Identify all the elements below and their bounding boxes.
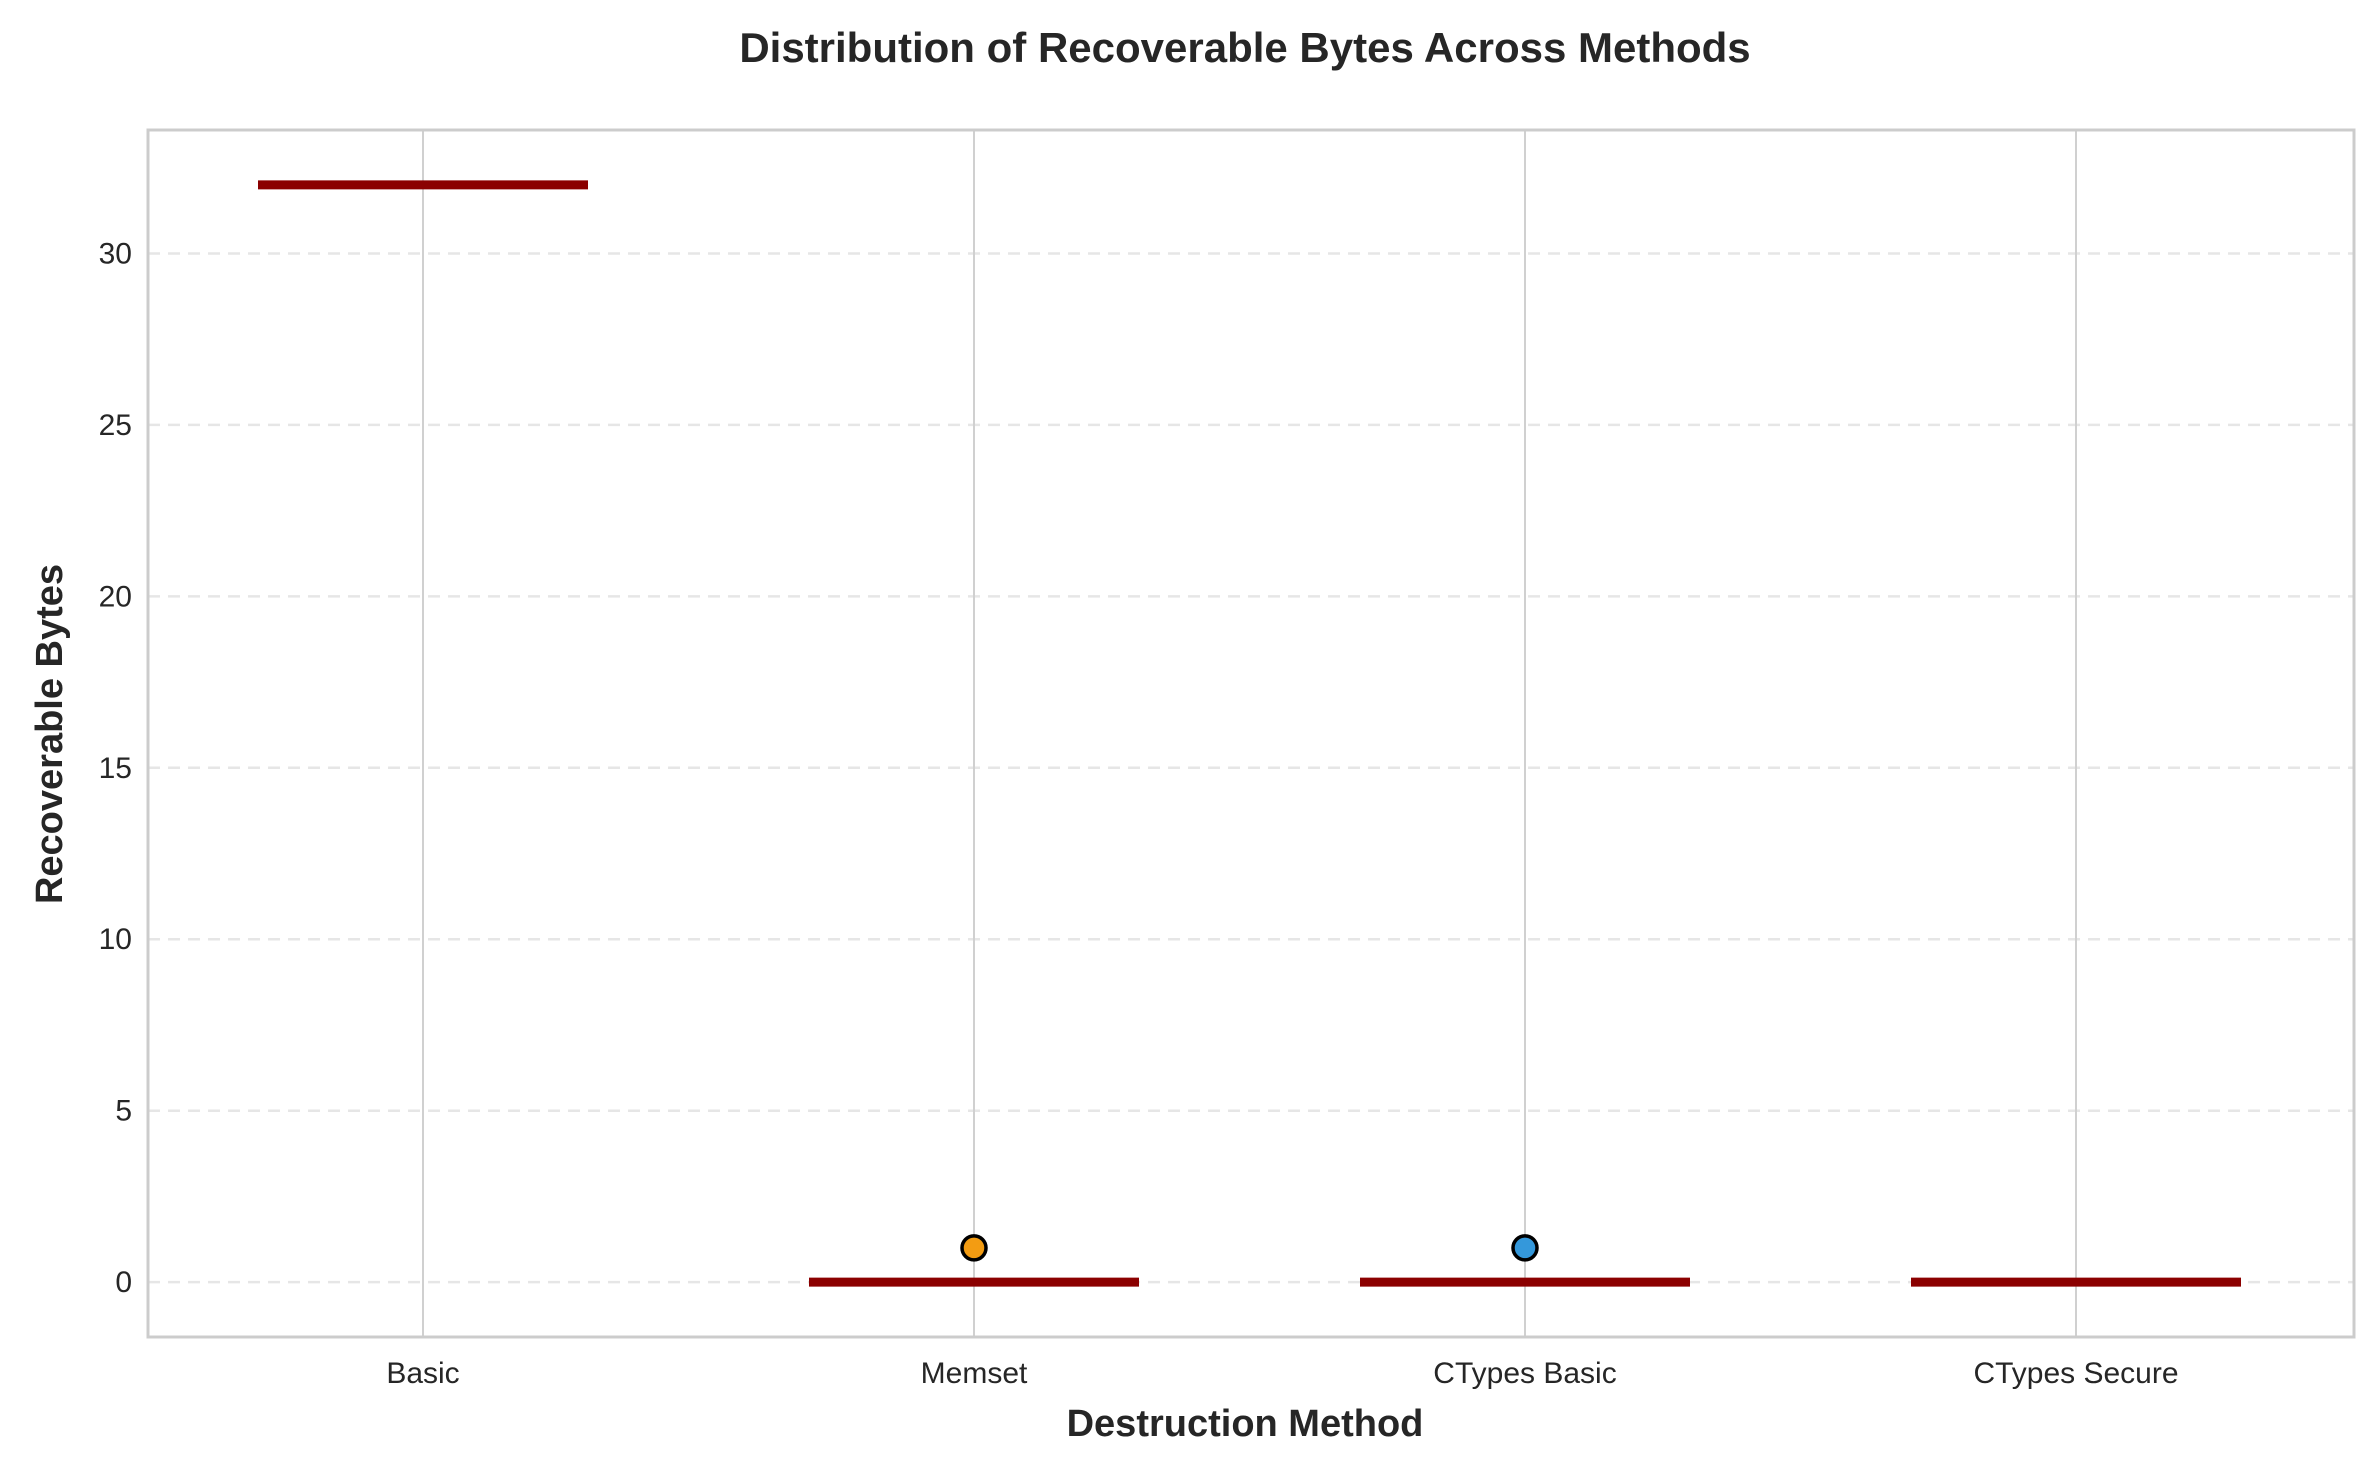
- plot-frame: [146, 128, 2356, 1339]
- x-tick-label: CTypes Secure: [1973, 1357, 2178, 1390]
- y-tick-label: 5: [115, 1095, 132, 1128]
- y-tick-label: 30: [99, 237, 132, 270]
- y-tick-label: 0: [115, 1266, 132, 1299]
- y-axis-label: Recoverable Bytes: [29, 564, 71, 904]
- chart-title: Distribution of Recoverable Bytes Across…: [739, 24, 1750, 71]
- y-tick-label: 20: [99, 580, 132, 613]
- x-axis-label: Destruction Method: [1067, 1403, 1424, 1445]
- y-tick-label: 10: [99, 923, 132, 956]
- y-tick-label: 25: [99, 409, 132, 442]
- data-marks: [258, 180, 2241, 1287]
- tick-labels: 0 5 10 15 20 25 30 Basic Memset CTypes Basic CType…: [99, 237, 2179, 1390]
- outlier-point: [960, 1234, 988, 1262]
- y-tick-label: 15: [99, 752, 132, 785]
- x-tick-label: Memset: [921, 1357, 1028, 1390]
- x-tick-label: Basic: [386, 1357, 459, 1390]
- outlier-point: [1511, 1234, 1539, 1262]
- x-tick-label: CTypes Basic: [1433, 1357, 1616, 1390]
- grid-lines: [148, 130, 2354, 1337]
